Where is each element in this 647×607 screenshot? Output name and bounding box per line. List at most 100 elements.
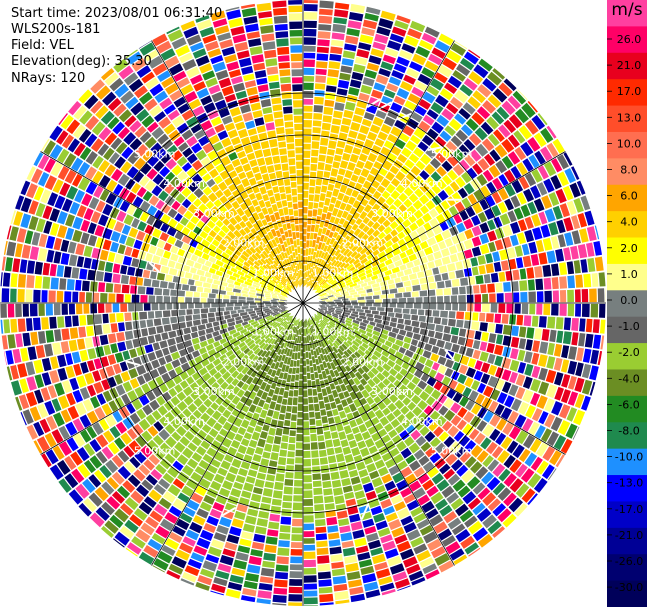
range-gate [547, 468, 557, 481]
range-gate [457, 336, 466, 346]
range-gate [450, 327, 460, 336]
range-gate [306, 232, 311, 240]
range-gate [309, 179, 316, 187]
range-gate [329, 216, 336, 224]
range-gate [431, 47, 446, 59]
range-gate [306, 281, 309, 288]
range-gate [365, 303, 373, 307]
range-gate [486, 116, 500, 130]
range-gate [357, 296, 365, 300]
range-gate [313, 105, 324, 113]
range-gate [303, 52, 316, 59]
range-gate [559, 276, 568, 289]
range-gate [523, 434, 536, 449]
range-gate [332, 118, 342, 126]
range-gate [447, 263, 456, 272]
range-gate [476, 174, 488, 186]
range-gate [546, 250, 557, 264]
range-gate [534, 150, 546, 165]
range-gate [506, 440, 519, 454]
range-gate [373, 161, 383, 170]
range-gate [346, 263, 354, 271]
range-gate [448, 271, 456, 280]
range-gate [396, 15, 411, 24]
range-gate [335, 234, 342, 242]
range-gate [523, 315, 532, 327]
range-gate [422, 91, 436, 104]
range-gate [339, 242, 346, 250]
range-gate [524, 172, 537, 187]
range-gate [403, 313, 411, 320]
range-gate [452, 164, 465, 176]
range-gate [401, 147, 412, 158]
range-gate [434, 372, 445, 382]
range-gate [521, 102, 536, 119]
range-gate [555, 317, 564, 330]
range-gate [331, 224, 338, 232]
range-gate [580, 195, 591, 211]
range-gate [473, 370, 483, 381]
range-gate [518, 401, 529, 415]
range-gate [498, 124, 511, 138]
range-gate [494, 239, 504, 251]
range-gate [484, 208, 495, 220]
range-gate [325, 229, 331, 236]
range-gate [352, 340, 360, 348]
range-gate [497, 392, 508, 405]
range-gate [303, 12, 318, 20]
range-gate [382, 315, 391, 322]
range-gate [402, 355, 411, 364]
data-gap [427, 146, 443, 152]
range-gate [389, 321, 397, 328]
range-gate [341, 291, 349, 295]
range-gate [336, 140, 346, 149]
range-gate [308, 248, 312, 256]
range-gate [513, 207, 524, 220]
colorbar-tick-label: 2.0 [620, 242, 638, 255]
range-gate [397, 153, 408, 164]
range-gate [398, 192, 408, 203]
range-gate [504, 184, 516, 197]
range-gate [391, 235, 400, 244]
range-gate [371, 265, 379, 272]
range-gate [553, 435, 567, 451]
range-gate [448, 245, 458, 255]
range-gate [564, 232, 574, 246]
range-gate [455, 176, 466, 188]
velocity-gates [0, 0, 606, 606]
range-gate [303, 67, 315, 75]
range-gate [441, 160, 453, 172]
range-gate [492, 177, 503, 190]
range-gate [393, 208, 402, 218]
range-gate [402, 125, 415, 137]
range-gate [316, 284, 322, 291]
range-gate [440, 310, 448, 318]
range-gate [315, 178, 323, 186]
range-gate [423, 246, 434, 256]
range-gate [362, 77, 375, 87]
range-gate [367, 317, 374, 322]
range-gate [541, 329, 550, 341]
range-gate [434, 274, 442, 282]
range-gate [495, 160, 508, 174]
range-gate [411, 314, 419, 321]
range-gate [528, 421, 540, 436]
range-gate [328, 247, 334, 255]
range-gate [482, 100, 496, 114]
range-gate [428, 369, 437, 378]
range-gate [392, 248, 401, 256]
range-gate [592, 334, 602, 349]
range-gate [471, 236, 482, 247]
range-gate [437, 296, 444, 303]
range-gate [473, 285, 480, 294]
range-gate [384, 233, 393, 242]
range-gate [371, 260, 380, 267]
range-gate [477, 211, 488, 223]
range-gate [425, 200, 436, 211]
colorbar-tick-label: 6.0 [620, 190, 638, 203]
range-gate [383, 89, 396, 99]
range-gate [376, 358, 385, 367]
range-gate [442, 57, 457, 71]
range-gate [516, 192, 527, 205]
range-gate [378, 262, 386, 269]
